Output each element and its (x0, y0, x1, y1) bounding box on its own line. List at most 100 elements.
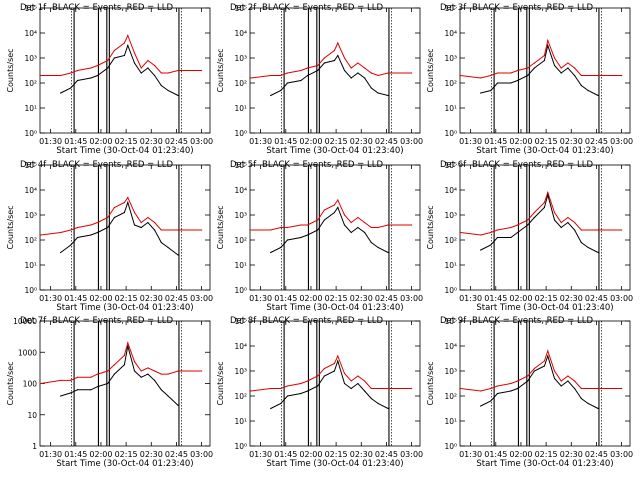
panel-3: Det 3f BLACK = Events, RED = LLD 01:30 01:4… (426, 3, 633, 156)
x-tick-label: 02:30 (560, 294, 583, 303)
y-tick-label: 10² (444, 236, 457, 245)
lld-series-line (460, 38, 622, 79)
y-tick-label: 10⁵ (24, 161, 37, 170)
x-tick-label: 03:00 (610, 294, 633, 303)
panel-title: Det 5f (230, 160, 257, 170)
y-tick-label: 10² (234, 392, 247, 401)
y-tick-label: 10¹ (234, 104, 247, 113)
legend-text: BLACK = Events, RED = LLD (472, 160, 593, 170)
x-tick-label: 02:15 (535, 137, 558, 146)
x-tick-label: 02:00 (299, 450, 322, 459)
x-tick-label: 02:30 (350, 294, 373, 303)
y-tick-label: 10³ (24, 54, 37, 63)
events-series-line (480, 43, 599, 96)
y-tick-label: 10⁰ (444, 129, 457, 138)
events-series-line (480, 193, 599, 253)
y-tick-label: 10¹ (444, 104, 457, 113)
x-tick-label: 02:45 (585, 294, 608, 303)
x-tick-label: 03:00 (610, 137, 633, 146)
panel-1: Det 1f BLACK = Events, RED = LLD 01:30 01:4… (6, 3, 213, 156)
y-tick-label: 10000 (13, 317, 37, 326)
x-tick-label: 02:00 (89, 450, 112, 459)
x-tick-label: 02:45 (585, 450, 608, 459)
x-tick-label: 02:00 (299, 294, 322, 303)
y-tick-label: 10² (444, 392, 457, 401)
x-axis-label: Start Time (30-Oct-04 01:23:40) (266, 146, 403, 156)
y-tick-label: 10⁴ (234, 342, 247, 351)
x-tick-label: 02:45 (375, 294, 398, 303)
x-tick-label: 01:45 (484, 294, 507, 303)
y-axis-label: Counts/sec (6, 205, 15, 249)
y-tick-label: 10³ (234, 54, 247, 63)
panel-title: Det 9f (440, 316, 467, 326)
x-tick-label: 02:45 (165, 450, 188, 459)
y-tick-label: 10⁰ (24, 286, 37, 295)
x-tick-label: 02:15 (115, 137, 138, 146)
y-tick-label: 10⁰ (234, 286, 247, 295)
x-tick-label: 01:30 (459, 137, 482, 146)
y-tick-label: 10⁰ (444, 442, 457, 451)
panel-9: Det 9f BLACK = Events, RED = LLD 01:30 01:4… (426, 316, 633, 469)
panel-title: Det 1f (20, 3, 47, 13)
lld-series-line (250, 41, 412, 79)
x-tick-label: 02:30 (140, 137, 163, 146)
x-tick-label: 01:45 (64, 294, 87, 303)
x-tick-label: 02:30 (140, 450, 163, 459)
lld-series-line (40, 196, 202, 236)
events-series-line (270, 54, 389, 96)
x-tick-label: 01:45 (484, 137, 507, 146)
y-axis-label: Counts/sec (216, 205, 225, 249)
x-tick-label: 02:45 (585, 137, 608, 146)
x-tick-label: 03:00 (400, 294, 423, 303)
x-tick-label: 02:00 (509, 294, 532, 303)
y-axis-label: Counts/sec (426, 205, 435, 249)
y-tick-label: 10³ (234, 367, 247, 376)
y-axis-label: Counts/sec (426, 48, 435, 92)
events-series-line (270, 359, 389, 409)
y-tick-label: 10⁵ (444, 4, 457, 13)
lld-series-line (250, 354, 412, 392)
y-tick-label: 10⁴ (444, 186, 457, 195)
panel-6: Det 6f BLACK = Events, RED = LLD 01:30 01:4… (426, 160, 633, 313)
x-tick-label: 02:15 (535, 450, 558, 459)
panel-title: Det 4f (20, 160, 47, 170)
legend-text: BLACK = Events, RED = LLD (52, 160, 173, 170)
x-tick-label: 02:30 (350, 137, 373, 146)
legend-text: BLACK = Events, RED = LLD (262, 316, 383, 326)
x-tick-label: 02:15 (325, 294, 348, 303)
legend-text: BLACK = Events, RED = LLD (52, 316, 173, 326)
x-tick-label: 01:30 (459, 294, 482, 303)
y-tick-label: 10² (234, 236, 247, 245)
y-tick-label: 10⁴ (444, 29, 457, 38)
y-tick-label: 10² (444, 79, 457, 88)
y-tick-label: 10² (234, 79, 247, 88)
events-series-line (60, 345, 179, 406)
events-series-line (60, 200, 179, 256)
x-tick-label: 03:00 (190, 450, 213, 459)
x-axis-label: Start Time (30-Oct-04 01:23:40) (476, 146, 613, 156)
y-axis-label: Counts/sec (426, 361, 435, 405)
y-tick-label: 10⁰ (444, 286, 457, 295)
panel-8: Det 8f BLACK = Events, RED = LLD 01:30 01:4… (216, 316, 423, 469)
x-axis-label: Start Time (30-Oct-04 01:23:40) (56, 146, 193, 156)
panel-title: Det 6f (440, 160, 467, 170)
events-series-line (60, 44, 179, 96)
x-tick-label: 02:45 (165, 294, 188, 303)
y-tick-label: 1000 (18, 348, 37, 357)
lld-series-line (250, 198, 412, 231)
x-tick-label: 02:15 (535, 294, 558, 303)
y-tick-label: 10⁴ (234, 186, 247, 195)
x-tick-label: 02:15 (325, 137, 348, 146)
y-tick-label: 10⁵ (234, 4, 247, 13)
lld-series-line (40, 34, 202, 76)
legend-text: BLACK = Events, RED = LLD (262, 3, 383, 13)
y-tick-label: 10⁴ (24, 186, 37, 195)
legend-text: BLACK = Events, RED = LLD (52, 3, 173, 13)
x-tick-label: 02:00 (509, 450, 532, 459)
panel-title: Det 3f (440, 3, 467, 13)
y-tick-label: 10¹ (24, 261, 37, 270)
plot-frame (459, 7, 631, 134)
x-axis-label: Start Time (30-Oct-04 01:23:40) (266, 459, 403, 469)
panel-7: Det 7f BLACK = Events, RED = LLD 01:30 01:4… (6, 316, 213, 469)
panel-5: Det 5f BLACK = Events, RED = LLD 01:30 01:4… (216, 160, 423, 313)
